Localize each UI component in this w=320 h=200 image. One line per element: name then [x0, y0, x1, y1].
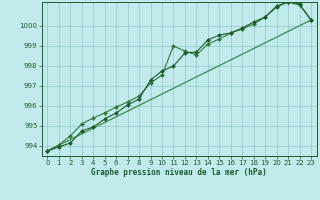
X-axis label: Graphe pression niveau de la mer (hPa): Graphe pression niveau de la mer (hPa): [91, 168, 267, 177]
